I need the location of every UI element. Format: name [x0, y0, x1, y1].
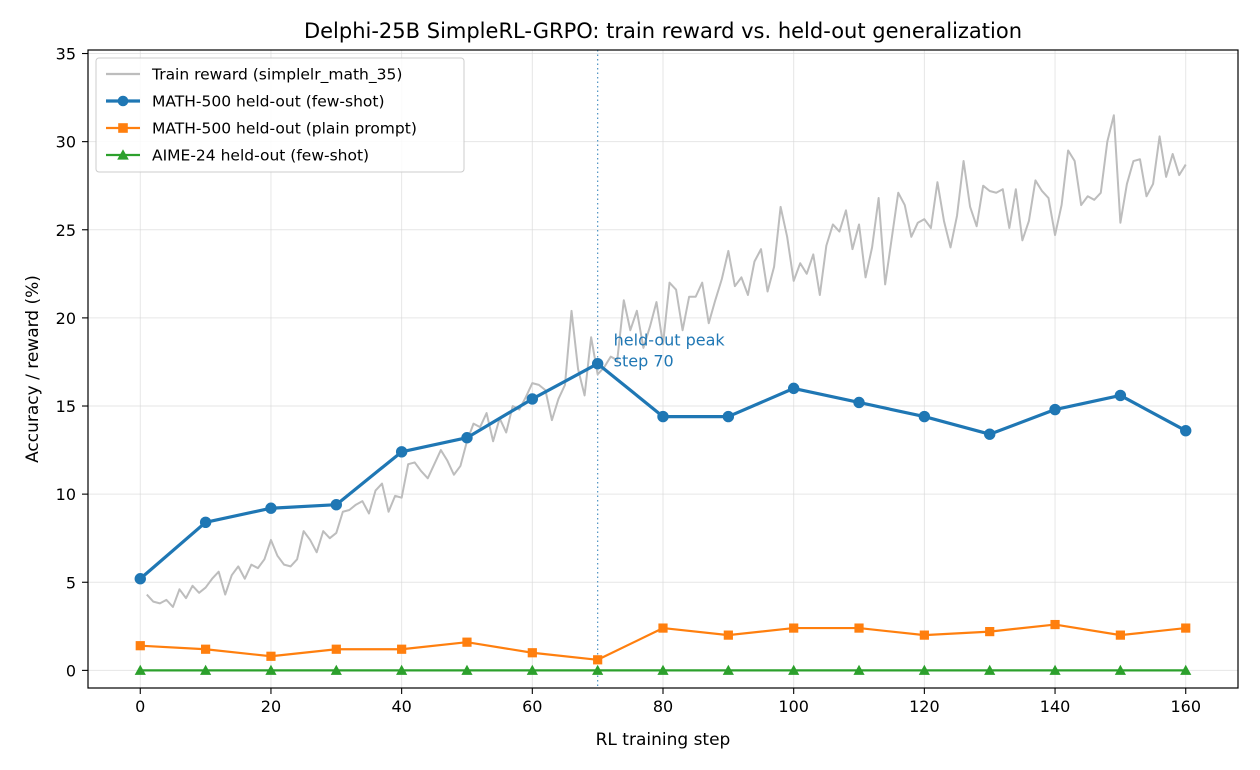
- annotation-layer: held-out peak step 70: [614, 331, 726, 371]
- data-point: [397, 644, 407, 654]
- legend: Train reward (simplelr_math_35) MATH-500 …: [95, 57, 465, 173]
- data-point: [1115, 630, 1125, 640]
- y-tick-label: 30: [56, 133, 76, 152]
- x-tick-label: 120: [909, 697, 940, 716]
- y-tick-label: 10: [56, 485, 76, 504]
- legend-swatch-marker: [117, 149, 129, 160]
- y-tick-label: 20: [56, 309, 76, 328]
- data-point: [593, 655, 603, 665]
- data-point: [1114, 664, 1126, 675]
- series-line: [146, 114, 1187, 608]
- data-point: [134, 664, 146, 675]
- data-point: [918, 664, 930, 675]
- data-point: [134, 573, 146, 585]
- annotation-text: step 70: [614, 352, 674, 371]
- data-point: [395, 446, 408, 458]
- data-point: [330, 499, 342, 511]
- legend-entry: Train reward (simplelr_math_35): [106, 66, 402, 85]
- x-tick-label: 100: [778, 697, 809, 716]
- legend-swatch-marker: [117, 95, 129, 107]
- data-point: [330, 664, 342, 675]
- x-tick-label: 20: [261, 697, 281, 716]
- data-point: [462, 637, 472, 647]
- data-point: [265, 502, 277, 514]
- legend-entry: MATH-500 held-out (plain prompt): [106, 120, 417, 138]
- y-tick-label: 0: [66, 661, 76, 680]
- series-1: [134, 358, 1192, 585]
- annotation-text: held-out peak: [614, 331, 726, 350]
- data-point: [527, 648, 537, 658]
- data-point: [1181, 623, 1191, 633]
- data-point: [591, 358, 604, 370]
- y-tick-label: 15: [56, 397, 76, 416]
- data-point: [199, 516, 212, 529]
- series-layer: [134, 114, 1192, 675]
- data-point: [526, 664, 538, 675]
- y-tick-label: 35: [56, 45, 76, 64]
- data-point: [461, 664, 473, 675]
- x-ticks: 0 20 40 60 80 100 120 140 160: [135, 688, 1201, 716]
- data-point: [266, 651, 276, 661]
- data-point: [1180, 424, 1192, 437]
- data-point: [396, 664, 408, 675]
- data-point: [984, 428, 996, 440]
- x-tick-label: 80: [653, 697, 673, 716]
- data-point: [135, 641, 145, 651]
- y-tick-label: 25: [56, 221, 76, 240]
- data-point: [331, 644, 341, 654]
- series-0: [146, 114, 1187, 608]
- legend-entry: AIME-24 held-out (few-shot): [106, 147, 369, 165]
- data-point: [265, 664, 277, 675]
- chart-title: Delphi-25B SimpleRL-GRPO: train reward v…: [304, 19, 1022, 43]
- data-point: [526, 393, 539, 405]
- legend-label: MATH-500 held-out (few-shot): [152, 93, 385, 111]
- y-tick-label: 5: [66, 573, 76, 592]
- data-point: [461, 432, 473, 444]
- legend-label: AIME-24 held-out (few-shot): [152, 147, 369, 165]
- data-point: [723, 630, 733, 640]
- legend-label: Train reward (simplelr_math_35): [151, 66, 402, 85]
- data-point: [657, 410, 669, 423]
- data-point: [984, 664, 996, 675]
- data-point: [787, 382, 800, 395]
- y-ticks: 0 5 10 15 20 25 30 35: [56, 45, 88, 680]
- data-point: [722, 664, 734, 675]
- legend-swatch-marker: [118, 123, 128, 133]
- data-point: [853, 396, 865, 409]
- x-tick-label: 40: [391, 697, 411, 716]
- data-point: [1049, 403, 1061, 416]
- data-point: [853, 664, 865, 675]
- data-point: [1180, 664, 1192, 675]
- data-point: [919, 630, 929, 640]
- data-point: [722, 410, 735, 423]
- x-axis-label: RL training step: [596, 730, 731, 750]
- x-tick-label: 160: [1170, 697, 1201, 716]
- data-point: [985, 627, 995, 637]
- data-point: [1050, 619, 1060, 630]
- series-2: [135, 619, 1191, 665]
- legend-entry: MATH-500 held-out (few-shot): [106, 93, 385, 111]
- legend-box: [95, 57, 465, 173]
- data-point: [1114, 389, 1127, 402]
- y-axis-label: Accuracy / reward (%): [23, 275, 43, 463]
- data-point: [200, 664, 212, 675]
- data-point: [854, 623, 864, 633]
- data-point: [658, 623, 668, 633]
- data-point: [918, 410, 931, 423]
- data-point: [789, 623, 799, 633]
- legend-label: MATH-500 held-out (plain prompt): [152, 120, 417, 138]
- gridlines: [88, 50, 1238, 688]
- data-point: [1049, 664, 1061, 675]
- data-point: [788, 664, 800, 675]
- x-tick-label: 0: [135, 697, 145, 716]
- series-3: [134, 664, 1192, 675]
- data-point: [592, 664, 604, 675]
- data-point: [201, 644, 211, 654]
- x-tick-label: 60: [522, 697, 542, 716]
- data-point: [657, 664, 669, 675]
- x-tick-label: 140: [1040, 697, 1071, 716]
